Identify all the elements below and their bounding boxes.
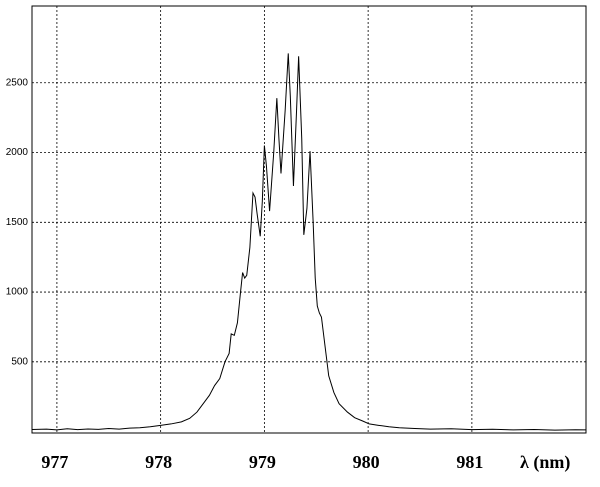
x-tick-label: 978	[145, 452, 172, 472]
x-tick-label: 977	[41, 452, 68, 472]
x-tick-label: 980	[353, 452, 380, 472]
spectrum-line	[31, 53, 587, 431]
x-axis-label: λ (nm)	[520, 452, 570, 473]
x-tick-label: 981	[456, 452, 483, 472]
y-tick-label: 1500	[6, 217, 29, 228]
x-tick-label: 979	[249, 452, 276, 472]
y-tick-label: 2000	[6, 147, 29, 158]
y-tick-label: 1000	[6, 287, 29, 298]
y-tick-label: 2500	[6, 77, 29, 88]
plot-area	[31, 5, 587, 434]
y-tick-label: 500	[11, 356, 28, 367]
